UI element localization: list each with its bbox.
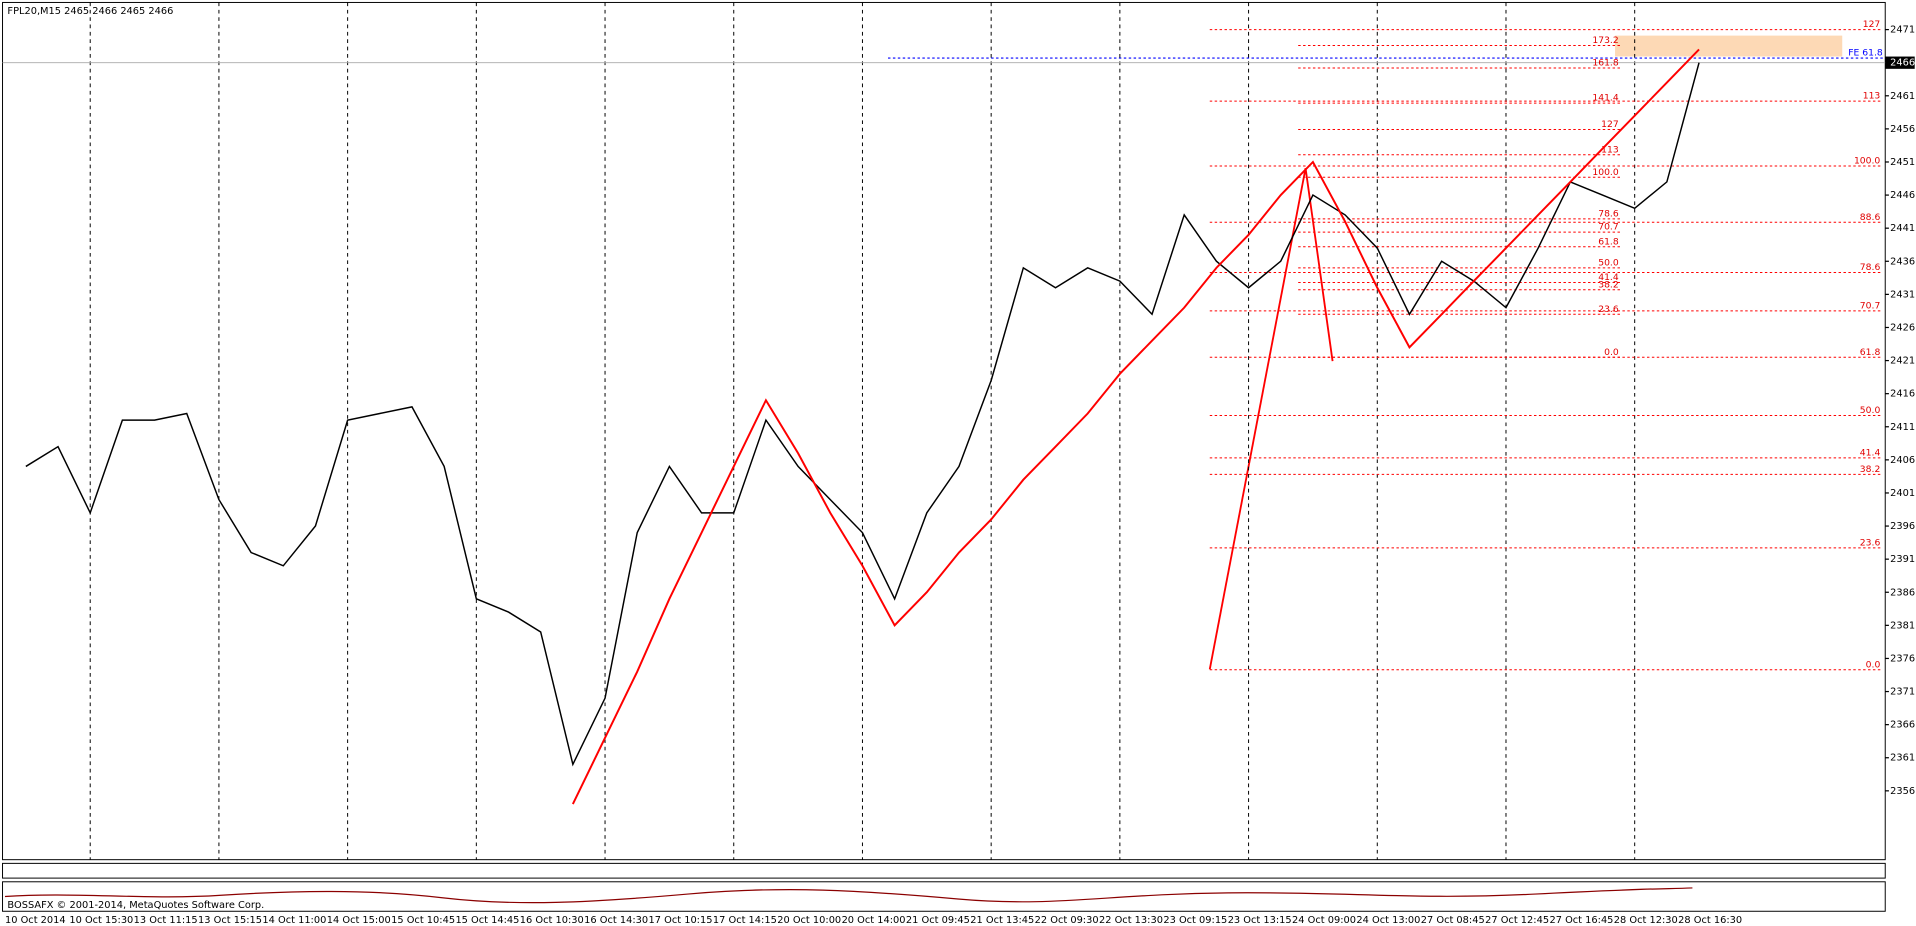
x-tick-label: 15 Oct 14:45 [455, 915, 519, 926]
fib-label: 0.0 [1604, 347, 1619, 358]
x-tick-label: 23 Oct 09:15 [1163, 915, 1227, 926]
x-tick-label: 22 Oct 09:30 [1035, 915, 1099, 926]
y-tick-label: 2426 [1890, 322, 1915, 333]
fib-label: 78.6 [1598, 209, 1619, 220]
fib-label: 70.7 [1860, 301, 1881, 312]
y-tick-label: 2406 [1890, 455, 1915, 466]
x-tick-label: 28 Oct 16:30 [1678, 915, 1742, 926]
y-tick-label: 2451 [1890, 157, 1915, 168]
fib-label: 113 [1601, 144, 1619, 155]
y-tick-label: 2366 [1890, 720, 1915, 731]
fib-label: 0.0 [1866, 659, 1881, 670]
x-tick-label: 16 Oct 10:30 [520, 915, 584, 926]
x-tick-label: 17 Oct 14:15 [713, 915, 777, 926]
fib-label: 38.2 [1860, 464, 1881, 475]
y-tick-label: 2356 [1890, 786, 1915, 797]
sub-panel [2, 862, 1886, 879]
x-tick-label: 28 Oct 12:30 [1614, 915, 1678, 926]
fib-label: 127 [1863, 19, 1881, 30]
fib-label: 141.4 [1592, 93, 1618, 104]
fib-label: 113 [1863, 91, 1881, 102]
y-tick-label: 2401 [1890, 488, 1915, 499]
copyright: BOSSAFX © 2001-2014, MetaQuotes Software… [7, 900, 264, 911]
fib-label: 23.6 [1860, 537, 1881, 548]
y-tick-label: 2411 [1890, 422, 1915, 433]
stoch-line [4, 887, 1693, 904]
y-tick-label: 2446 [1890, 190, 1915, 201]
y-tick-label: 2371 [1890, 687, 1915, 698]
zigzag-line [571, 48, 1700, 805]
x-tick-label: 24 Oct 09:00 [1292, 915, 1356, 926]
x-tick-label: 22 Oct 13:30 [1099, 915, 1163, 926]
fe-label: FE 61.8 [1848, 48, 1883, 59]
y-tick-label: 2396 [1890, 521, 1915, 532]
fib-label: 100.0 [1854, 156, 1880, 167]
x-tick-label: 13 Oct 11:15 [134, 915, 198, 926]
price-box [1885, 56, 1915, 69]
fib-label: 38.2 [1598, 279, 1619, 290]
y-tick-label: 2471 [1890, 25, 1915, 36]
fib-label: 23.6 [1598, 304, 1619, 315]
fib-label: 61.8 [1860, 347, 1881, 358]
fib-label: 127 [1601, 119, 1619, 130]
x-tick-label: 10 Oct 15:30 [69, 915, 133, 926]
x-tick-label: 13 Oct 15:15 [198, 915, 262, 926]
x-tick-label: 27 Oct 16:45 [1549, 915, 1613, 926]
fib-label: 88.6 [1860, 212, 1881, 223]
fib-label: 100.0 [1592, 167, 1618, 178]
target-zone [1615, 35, 1843, 57]
y-tick-label: 2381 [1890, 620, 1915, 631]
fib-label: 50.0 [1598, 257, 1619, 268]
x-tick-label: 20 Oct 10:00 [777, 915, 841, 926]
x-tick-label: 14 Oct 11:00 [262, 915, 326, 926]
fib-label: 50.0 [1860, 405, 1881, 416]
fib-label: 41.4 [1598, 272, 1619, 283]
x-tick-label: 20 Oct 14:00 [842, 915, 906, 926]
fib-label: 78.6 [1860, 262, 1881, 273]
fib-label: 41.4 [1860, 447, 1881, 458]
x-tick-label: 10 Oct 2014 [5, 915, 66, 926]
x-tick-label: 15 Oct 10:45 [391, 915, 455, 926]
fib-anchor-line [1208, 168, 1307, 670]
x-tick-label: 16 Oct 14:30 [584, 915, 648, 926]
x-tick-label: 24 Oct 13:00 [1356, 915, 1420, 926]
x-tick-label: 21 Oct 13:45 [970, 915, 1034, 926]
y-tick-label: 2391 [1890, 554, 1915, 565]
x-tick-label: 27 Oct 08:45 [1421, 915, 1485, 926]
x-tick-label: 27 Oct 12:45 [1485, 915, 1549, 926]
y-tick-label: 2376 [1890, 653, 1915, 664]
fib-label: 61.8 [1598, 236, 1619, 247]
y-tick-label: 2421 [1890, 356, 1915, 367]
x-tick-label: 21 Oct 09:45 [906, 915, 970, 926]
y-tick-label: 2456 [1890, 124, 1915, 135]
x-tick-label: 14 Oct 15:00 [327, 915, 391, 926]
fib-label: 173.2 [1592, 35, 1618, 46]
y-tick-label: 2386 [1890, 587, 1915, 598]
y-tick-label: 2416 [1890, 389, 1915, 400]
stoch-panel [2, 881, 1886, 912]
fib-label: 70.7 [1598, 222, 1619, 233]
price-label: 2466 [1890, 58, 1915, 69]
main-panel [2, 1, 1886, 861]
x-tick-label: 23 Oct 13:15 [1228, 915, 1292, 926]
price-line-series [25, 62, 1700, 767]
y-tick-label: 2436 [1890, 256, 1915, 267]
fib-label: 161.8 [1592, 58, 1618, 69]
x-tick-label: 17 Oct 10:15 [649, 915, 713, 926]
y-tick-label: 2461 [1890, 91, 1915, 102]
y-tick-label: 2361 [1890, 753, 1915, 764]
y-tick-label: 2441 [1890, 223, 1915, 234]
y-tick-label: 2431 [1890, 289, 1915, 300]
